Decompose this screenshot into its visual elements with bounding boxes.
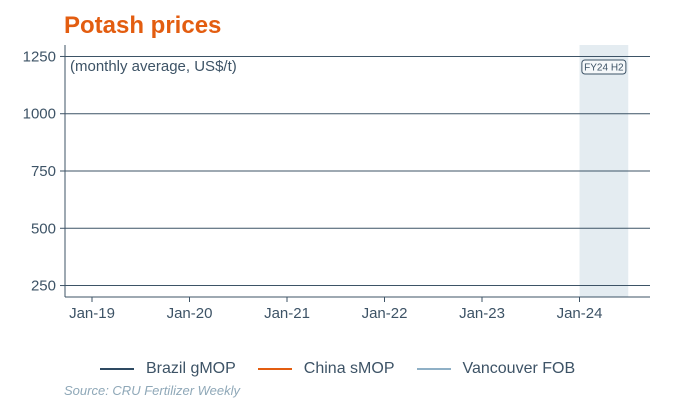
- chart-subtitle: (monthly average, US$/t): [70, 58, 237, 75]
- legend-item: Brazil gMOP: [100, 360, 236, 378]
- x-tick-label: Jan-23: [459, 305, 505, 322]
- y-tick-label: 1250: [23, 48, 56, 65]
- source-note: Source: CRU Fertilizer Weekly: [64, 383, 241, 398]
- y-tick-label: 250: [31, 278, 56, 295]
- x-tick-label: Jan-24: [557, 305, 603, 322]
- highlight-label-box: [581, 59, 627, 75]
- legend-item: China sMOP: [257, 360, 395, 378]
- legend-item: Vancouver FOB: [416, 360, 576, 378]
- legend-label: Vancouver FOB: [462, 360, 576, 377]
- chart-legend: Brazil gMOP China sMOP Vancouver FOB: [100, 360, 575, 378]
- y-tick-label: 500: [31, 220, 56, 237]
- x-tick-label: Jan-21: [264, 305, 310, 322]
- legend-label: China sMOP: [303, 360, 395, 377]
- legend-swatch: [100, 368, 134, 370]
- y-tick-label: 750: [31, 163, 56, 180]
- y-tick-label: 1000: [23, 106, 56, 123]
- chart-title: Potash prices: [64, 12, 222, 39]
- highlight-label: FY24 H2: [584, 63, 624, 74]
- legend-swatch: [257, 368, 292, 370]
- x-tick-label: Jan-19: [69, 305, 115, 322]
- legend-swatch: [416, 368, 451, 370]
- legend-label: Brazil gMOP: [146, 360, 236, 377]
- x-tick-label: Jan-20: [167, 305, 213, 322]
- x-tick-label: Jan-22: [362, 305, 408, 322]
